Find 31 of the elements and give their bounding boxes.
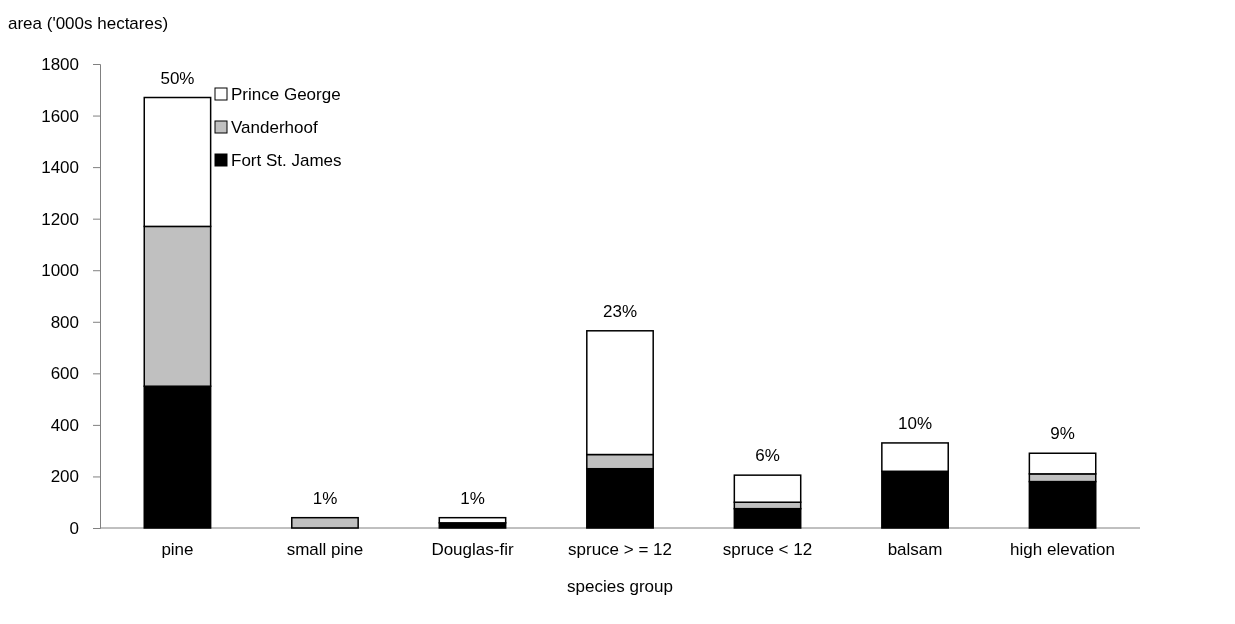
x-tick-label: Douglas-fir [431, 540, 514, 560]
annotation: 10% [898, 413, 933, 433]
x-tick-label: high elevation [1010, 540, 1116, 560]
y-tick-label: 800 [50, 312, 79, 332]
x-tick-label: spruce < 12 [722, 540, 813, 560]
y-tick-label: 0 [69, 518, 79, 538]
annotation: 23% [602, 301, 638, 321]
y-tick-label: 1200 [41, 209, 79, 229]
y-tick-label: 400 [50, 415, 79, 435]
x-tick-label: spruce > = 12 [568, 540, 672, 560]
x-tick-label: pine [161, 540, 194, 560]
x-tick-label: small pine [286, 540, 364, 560]
x-axis-title: species group [567, 577, 673, 596]
annotation: 9% [1050, 424, 1075, 444]
annotation: 50% [160, 68, 195, 88]
y-tick-label: 1800 [41, 54, 79, 74]
y-axis-title: area ('000s hectares) [8, 14, 169, 33]
y-tick-label: 600 [50, 364, 79, 384]
x-tick-label: balsam [887, 540, 943, 560]
y-tick-label: 1600 [41, 106, 79, 126]
annotation: 1% [460, 488, 485, 508]
annotation: 1% [312, 488, 338, 508]
legend-label: Fort St. James [231, 151, 342, 170]
y-tick-label: 200 [50, 467, 79, 487]
bar [291, 516, 359, 529]
legend-label: Vanderhoof [231, 118, 318, 137]
y-tick-label: 1400 [41, 158, 79, 178]
y-tick-label: 1000 [41, 261, 79, 281]
legend-label: Prince George [231, 85, 341, 104]
bar [733, 507, 802, 529]
annotation: 6% [755, 446, 780, 466]
